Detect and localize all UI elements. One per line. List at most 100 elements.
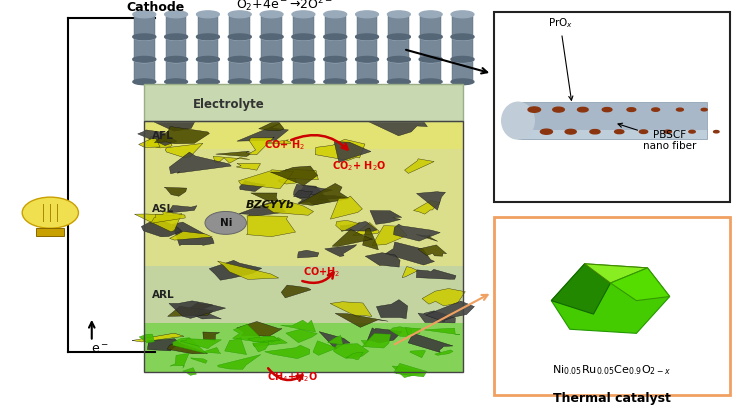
Polygon shape [155,126,209,144]
Ellipse shape [165,56,187,63]
Polygon shape [146,136,172,148]
Polygon shape [340,221,377,231]
FancyBboxPatch shape [144,149,462,266]
Ellipse shape [229,79,251,85]
Ellipse shape [420,79,442,85]
Ellipse shape [388,56,410,62]
Polygon shape [138,138,160,147]
Polygon shape [435,350,453,355]
FancyBboxPatch shape [388,14,409,37]
Polygon shape [170,353,189,368]
Text: CH$_4$+H$_2$O: CH$_4$+H$_2$O [267,370,317,384]
Ellipse shape [197,56,219,62]
Polygon shape [139,334,155,343]
Ellipse shape [260,34,283,40]
FancyBboxPatch shape [229,37,250,59]
Ellipse shape [197,11,219,18]
Ellipse shape [356,79,378,85]
Polygon shape [425,301,474,321]
Polygon shape [313,341,337,355]
Polygon shape [353,222,380,236]
Ellipse shape [502,102,534,139]
Polygon shape [346,352,363,360]
Ellipse shape [133,34,155,40]
Text: AFL: AFL [152,131,173,141]
Polygon shape [218,261,279,279]
Ellipse shape [565,129,576,134]
Text: Cathode: Cathode [127,1,184,14]
Ellipse shape [420,34,442,40]
Ellipse shape [652,108,659,111]
Polygon shape [164,187,186,196]
Ellipse shape [356,34,378,40]
Polygon shape [147,339,184,351]
Ellipse shape [388,34,410,40]
Polygon shape [172,222,214,245]
Ellipse shape [615,130,624,134]
Polygon shape [417,192,445,210]
Ellipse shape [292,56,314,63]
Polygon shape [319,332,350,349]
Polygon shape [610,268,670,301]
FancyBboxPatch shape [261,37,282,59]
Ellipse shape [577,107,588,112]
Polygon shape [377,300,408,319]
Polygon shape [270,166,317,185]
Ellipse shape [133,11,155,18]
Ellipse shape [260,56,283,62]
Text: CO+ H$_2$: CO+ H$_2$ [264,138,306,152]
Ellipse shape [292,34,314,40]
Text: Ni: Ni [220,218,232,228]
Ellipse shape [165,56,187,62]
FancyBboxPatch shape [198,59,218,82]
Ellipse shape [260,34,283,40]
Ellipse shape [324,11,346,18]
Polygon shape [414,200,440,214]
Ellipse shape [292,56,314,62]
Polygon shape [362,112,428,136]
FancyBboxPatch shape [325,59,346,82]
Circle shape [205,211,246,234]
Circle shape [22,197,78,228]
Ellipse shape [229,34,251,40]
FancyBboxPatch shape [293,59,314,82]
Polygon shape [203,348,221,353]
Polygon shape [402,267,418,278]
FancyBboxPatch shape [518,102,707,139]
Polygon shape [294,190,312,198]
Polygon shape [416,234,437,241]
Polygon shape [172,338,206,353]
Polygon shape [237,123,289,141]
Ellipse shape [590,130,600,134]
Polygon shape [417,270,456,279]
Polygon shape [190,302,213,314]
FancyBboxPatch shape [261,59,282,82]
Ellipse shape [197,34,219,40]
Polygon shape [180,339,221,348]
Ellipse shape [451,11,474,18]
Polygon shape [167,343,208,354]
FancyBboxPatch shape [420,37,441,59]
Polygon shape [248,336,280,342]
FancyBboxPatch shape [229,59,250,82]
FancyBboxPatch shape [494,12,730,202]
FancyBboxPatch shape [144,266,462,323]
Polygon shape [225,338,246,355]
FancyBboxPatch shape [293,37,314,59]
Polygon shape [265,345,310,359]
Ellipse shape [528,107,540,112]
Polygon shape [362,334,391,348]
Polygon shape [252,342,269,352]
Text: BZCYYb: BZCYYb [246,200,295,209]
FancyBboxPatch shape [494,217,730,395]
FancyBboxPatch shape [134,59,155,82]
Ellipse shape [356,56,378,63]
Ellipse shape [133,79,155,85]
Polygon shape [232,324,266,343]
Ellipse shape [260,56,283,63]
Polygon shape [194,310,221,319]
Polygon shape [141,219,182,237]
Ellipse shape [388,11,410,18]
Polygon shape [284,169,318,180]
Polygon shape [237,321,282,336]
